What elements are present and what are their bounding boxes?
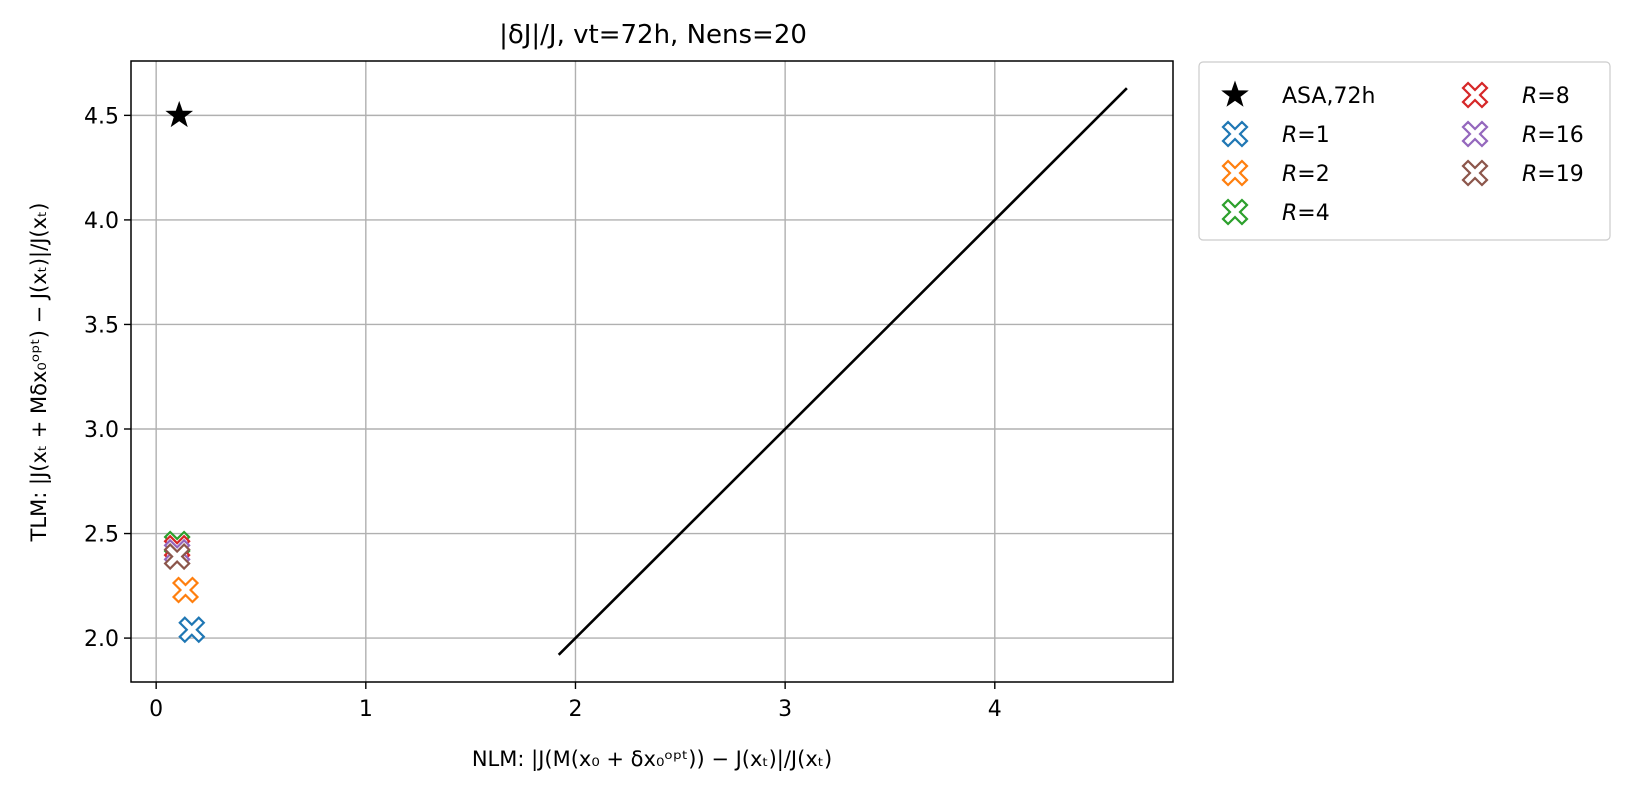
chart-title: |δJ|/J, vt=72h, Nens=20 [499, 20, 807, 50]
legend-label: R=19 [1522, 162, 1584, 187]
x-tick-label: 0 [149, 697, 163, 722]
reference-line [557, 87, 1128, 656]
legend-marker-x [1221, 159, 1249, 187]
legend-marker-star [1221, 80, 1249, 107]
legend-label: ASA,72h [1282, 84, 1375, 109]
data-point-star [165, 100, 194, 128]
legend-marker-x [1461, 81, 1489, 109]
y-tick-label: 2.5 [84, 523, 119, 548]
legend-marker-x [1221, 198, 1249, 226]
data-point-x [178, 616, 206, 644]
legend-label: R=4 [1282, 201, 1330, 226]
legend-box [1198, 61, 1611, 241]
reference-line-group [557, 87, 1128, 656]
y-tick-label: 2.0 [84, 627, 119, 652]
legend-label: R=16 [1522, 123, 1584, 148]
x-axis-ticks: 0 1 2 3 4 [149, 682, 1002, 722]
grid [131, 61, 1173, 682]
legend-label: R=2 [1282, 162, 1330, 187]
legend: ASA,72h R=1 R=2 R=4 R=8 R=16 R=19 [1198, 61, 1611, 241]
legend-label: R=1 [1282, 123, 1330, 148]
x-tick-label: 1 [359, 697, 373, 722]
data-point-x [163, 542, 191, 571]
y-tick-label: 4.5 [84, 104, 119, 129]
data-point-x [171, 576, 200, 604]
legend-label: R=8 [1522, 84, 1570, 109]
plot-frame [130, 60, 1174, 683]
legend-marker-x [1221, 120, 1249, 148]
y-axis-ticks: 2.0 2.5 3.0 3.5 4.0 4.5 [84, 104, 131, 652]
x-axis-label: NLM: |J(M(x₀ + δx₀ᵒᵖᵗ)) − J(xₜ)|/J(xₜ) [472, 747, 832, 772]
y-tick-label: 4.0 [84, 209, 119, 234]
y-tick-label: 3.0 [84, 418, 119, 443]
legend-marker-x [1461, 159, 1489, 187]
legend-marker-x [1461, 120, 1489, 148]
x-tick-label: 3 [778, 697, 792, 722]
data-points [163, 100, 206, 644]
x-tick-label: 4 [988, 697, 1002, 722]
plot-area [131, 61, 1173, 682]
y-axis-label: TLM: |J(xₜ + Mδx₀ᵒᵖᵗ) − J(xₜ)|/J(xₜ) [27, 203, 52, 543]
x-tick-label: 2 [568, 697, 582, 722]
y-tick-label: 3.5 [84, 313, 119, 338]
